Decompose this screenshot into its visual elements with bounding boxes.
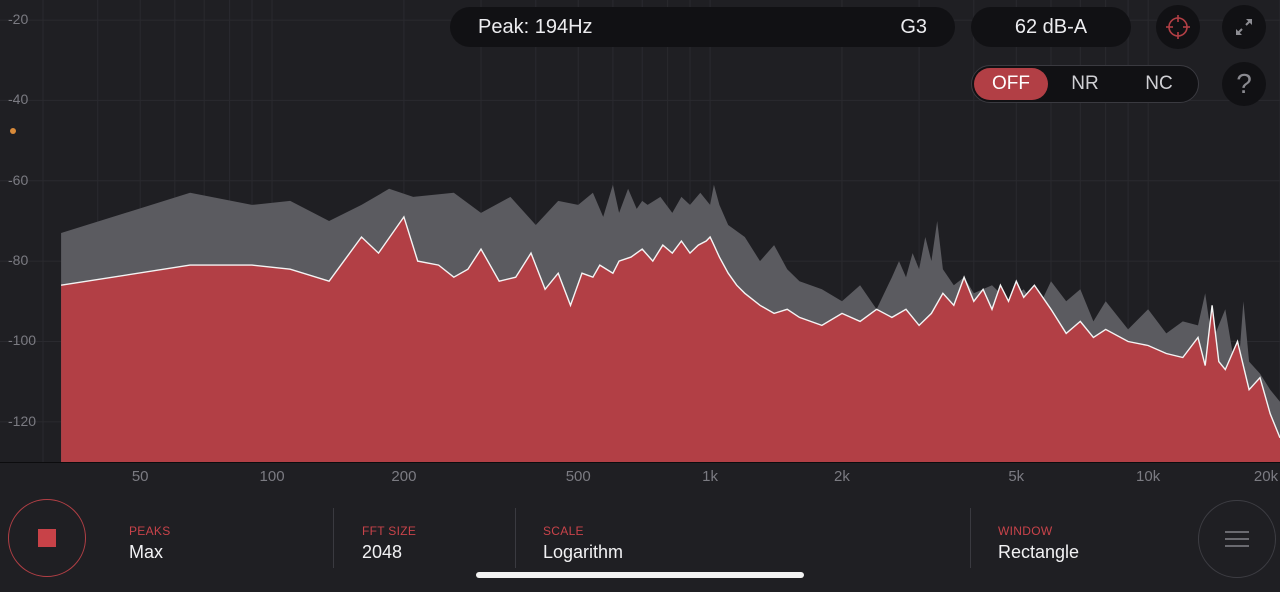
level-readout[interactable]: 62 dB-A: [971, 7, 1131, 47]
help-button[interactable]: ?: [1222, 62, 1266, 106]
y-tick-label: -20: [8, 11, 29, 28]
current-spectrum-line: [60, 215, 1280, 439]
x-tick-label: 1k: [702, 468, 718, 485]
mode-nr-button[interactable]: NR: [1071, 73, 1099, 94]
current-spectrum-area: [61, 216, 1280, 462]
fft-size-value: 2048: [362, 542, 403, 562]
fft-size-setting[interactable]: FFT SIZE 2048: [362, 524, 416, 563]
y-tick-label: -60: [8, 171, 29, 188]
y-tick-label: -80: [8, 252, 29, 269]
expand-icon: [1236, 19, 1252, 35]
level-text: 62 dB-A: [1014, 15, 1088, 38]
noise-mode-selector[interactable]: OFF NR NC: [971, 65, 1199, 103]
help-icon: ?: [1236, 68, 1252, 99]
x-tick-label: 5k: [1008, 468, 1025, 485]
scale-label: SCALE: [543, 524, 584, 538]
mode-off-button[interactable]: OFF: [974, 68, 1048, 100]
divider: [970, 508, 971, 568]
peaks-label: PEAKS: [129, 524, 171, 538]
x-tick-label: 50: [131, 468, 149, 485]
peaks-setting[interactable]: PEAKS Max: [129, 524, 171, 563]
y-tick-label: -100: [8, 332, 37, 349]
stop-icon: [38, 529, 56, 547]
divider: [333, 508, 334, 568]
peak-frequency-text: Peak: 194Hz: [478, 15, 593, 38]
window-setting[interactable]: WINDOW Rectangle: [998, 524, 1079, 563]
crosshair-button[interactable]: [1156, 5, 1200, 49]
hamburger-menu-icon: [1225, 531, 1249, 547]
peak-marker-dot: [10, 128, 16, 134]
x-tick-label: 200: [391, 468, 417, 485]
window-label: WINDOW: [998, 524, 1053, 538]
scale-setting[interactable]: SCALE Logarithm: [543, 524, 623, 563]
x-tick-label: 20k: [1253, 468, 1279, 485]
expand-button[interactable]: [1222, 5, 1266, 49]
stop-button[interactable]: [8, 499, 86, 577]
window-value: Rectangle: [998, 542, 1080, 562]
crosshair-icon: [1166, 15, 1190, 39]
peak-readout[interactable]: Peak: 194Hz G3: [450, 7, 955, 47]
fft-size-label: FFT SIZE: [362, 524, 417, 538]
x-tick-label: 10k: [1136, 468, 1161, 485]
scale-value: Logarithm: [543, 542, 624, 562]
y-tick-label: -40: [8, 91, 29, 108]
bottom-toolbar: [0, 462, 1280, 592]
divider: [515, 508, 516, 568]
home-indicator: [476, 572, 804, 578]
menu-button[interactable]: [1198, 500, 1276, 578]
mode-nc-button[interactable]: NC: [1145, 73, 1173, 94]
peaks-value: Max: [129, 542, 164, 562]
y-tick-label: -120: [8, 412, 37, 429]
spectrum-chart: [0, 0, 1280, 462]
x-tick-label: 500: [565, 468, 591, 485]
x-tick-label: 100: [259, 468, 285, 485]
x-tick-label: 2k: [834, 468, 850, 485]
peak-note-text: G3: [900, 15, 927, 38]
